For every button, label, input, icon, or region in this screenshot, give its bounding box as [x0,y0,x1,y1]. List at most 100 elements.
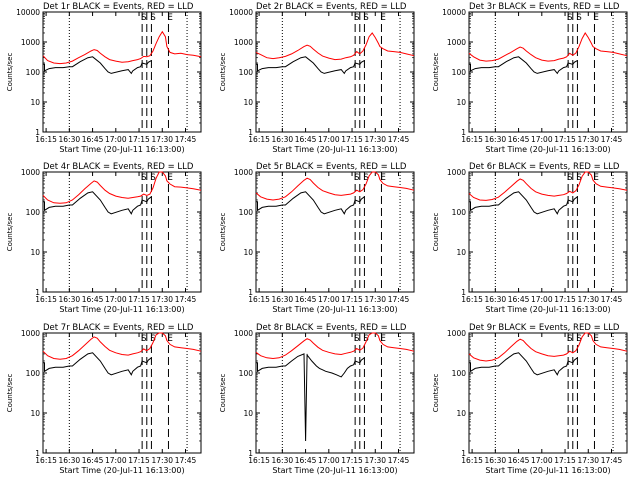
x-tick-label: 16:30 [485,295,507,304]
x-tick-label: 16:45 [295,295,317,304]
series-lld-line [468,171,628,201]
detector-panel-8: Det 8r BLACK = Events, RED = LLD 1 10 100 10… [219,323,415,475]
x-axis-label: Start Time (20-Jul-11 16:13:00) [59,145,184,154]
y-axis-label: Counts/sec [219,53,227,92]
x-tick-label: 17:00 [318,456,340,465]
y-tick-label: 100 [239,208,254,217]
x-tick-label: 16:30 [272,135,294,144]
y-tick-label: 1000 [447,38,466,47]
x-tick-label: 16:45 [508,295,530,304]
y-axis-label: Counts/sec [219,374,227,413]
detector-panel-3: Det 3r BLACK = Events, RED = LLD 1 10 100 10… [432,2,628,154]
panel-title: Det 7r BLACK = Events, RED = LLD [43,323,194,333]
x-axis-label: Start Time (20-Jul-11 16:13:00) [485,145,610,154]
y-tick-label: 1 [35,288,40,297]
x-axis-label: Start Time (20-Jul-11 16:13:00) [272,305,397,314]
marker-s: S [567,13,572,23]
marker-s: S [150,13,155,23]
marker-s: S [576,334,581,344]
x-tick-label: 17:45 [388,135,410,144]
x-tick-label: 17:45 [388,295,410,304]
y-tick-label: 1000 [21,329,40,338]
x-tick-label: 16:30 [59,295,81,304]
x-axis-label: Start Time (20-Jul-11 16:13:00) [59,305,184,314]
plot-frame [255,332,415,454]
y-tick-label: 1000 [234,38,253,47]
detector-panel-1: Det 1r BLACK = Events, RED = LLD 1 10 100 10… [6,2,202,154]
x-tick-label: 17:30 [577,295,599,304]
marker-e: E [167,173,172,183]
x-tick-label: 17:30 [577,135,599,144]
x-tick-label: 17:15 [554,456,576,465]
y-axis-label: Counts/sec [432,213,440,252]
x-tick-label: 17:30 [364,456,386,465]
y-tick-label: 100 [26,369,41,378]
y-axis-label: Counts/sec [6,374,14,413]
x-tick-label: 17:45 [388,456,410,465]
y-tick-label: 1000 [234,329,253,338]
x-tick-label: 17:30 [364,135,386,144]
series-events-line [256,353,365,442]
y-tick-label: 100 [26,68,41,77]
marker-s: S [354,173,359,183]
x-tick-label: 16:15 [35,135,57,144]
y-tick-label: 100 [239,68,254,77]
y-axis-label: Counts/sec [6,53,14,92]
y-tick-label: 1000 [234,168,253,177]
y-tick-label: 10 [243,248,253,257]
x-tick-label: 16:45 [82,295,104,304]
marker-e: E [593,334,598,344]
marker-s: S [141,13,146,23]
marker-e: E [380,13,385,23]
x-tick-label: 17:45 [175,456,197,465]
x-tick-label: 17:30 [151,295,173,304]
marker-s: S [363,173,368,183]
panel-title: Det 1r BLACK = Events, RED = LLD [43,2,194,12]
marker-e: E [380,334,385,344]
y-axis-label: Counts/sec [432,374,440,413]
x-tick-label: 16:15 [461,135,483,144]
x-tick-label: 17:15 [554,135,576,144]
y-axis-label: Counts/sec [432,53,440,92]
x-axis-label: Start Time (20-Jul-11 16:13:00) [485,466,610,475]
marker-e: E [593,173,598,183]
plot-frame [255,171,415,293]
x-tick-label: 16:15 [248,456,270,465]
series-lld-line [42,332,202,360]
y-tick-label: 1 [248,288,253,297]
x-tick-label: 17:00 [105,295,127,304]
series-lld-line [255,171,415,201]
x-tick-label: 17:45 [601,295,623,304]
panel-title: Det 3r BLACK = Events, RED = LLD [469,2,620,12]
y-tick-label: 10 [456,98,466,107]
x-tick-label: 17:15 [554,295,576,304]
x-tick-label: 17:00 [318,295,340,304]
x-tick-label: 16:45 [508,456,530,465]
y-tick-label: 10000 [229,8,253,17]
marker-s: S [141,334,146,344]
y-tick-label: 1000 [447,168,466,177]
series-lld-line [255,32,415,61]
y-tick-label: 1 [35,449,40,458]
panel-title: Det 4r BLACK = Events, RED = LLD [43,162,194,172]
y-tick-label: 1000 [21,168,40,177]
x-tick-label: 16:45 [508,135,530,144]
x-tick-label: 17:30 [577,456,599,465]
y-tick-label: 1 [461,128,466,137]
x-tick-label: 17:30 [364,295,386,304]
series-lld-line [42,30,202,65]
detector-panel-9: Det 9r BLACK = Events, RED = LLD 1 10 100 10… [432,323,628,475]
series-events-line [469,56,578,75]
y-tick-label: 10 [456,248,466,257]
marker-e: E [167,13,172,23]
y-tick-label: 100 [239,369,254,378]
series-lld-line [255,332,415,360]
x-tick-label: 17:15 [341,295,363,304]
marker-s: S [567,173,572,183]
series-lld-line [42,171,202,204]
x-axis-label: Start Time (20-Jul-11 16:13:00) [485,305,610,314]
panel-title: Det 9r BLACK = Events, RED = LLD [469,323,620,333]
plot-frame [468,11,628,133]
